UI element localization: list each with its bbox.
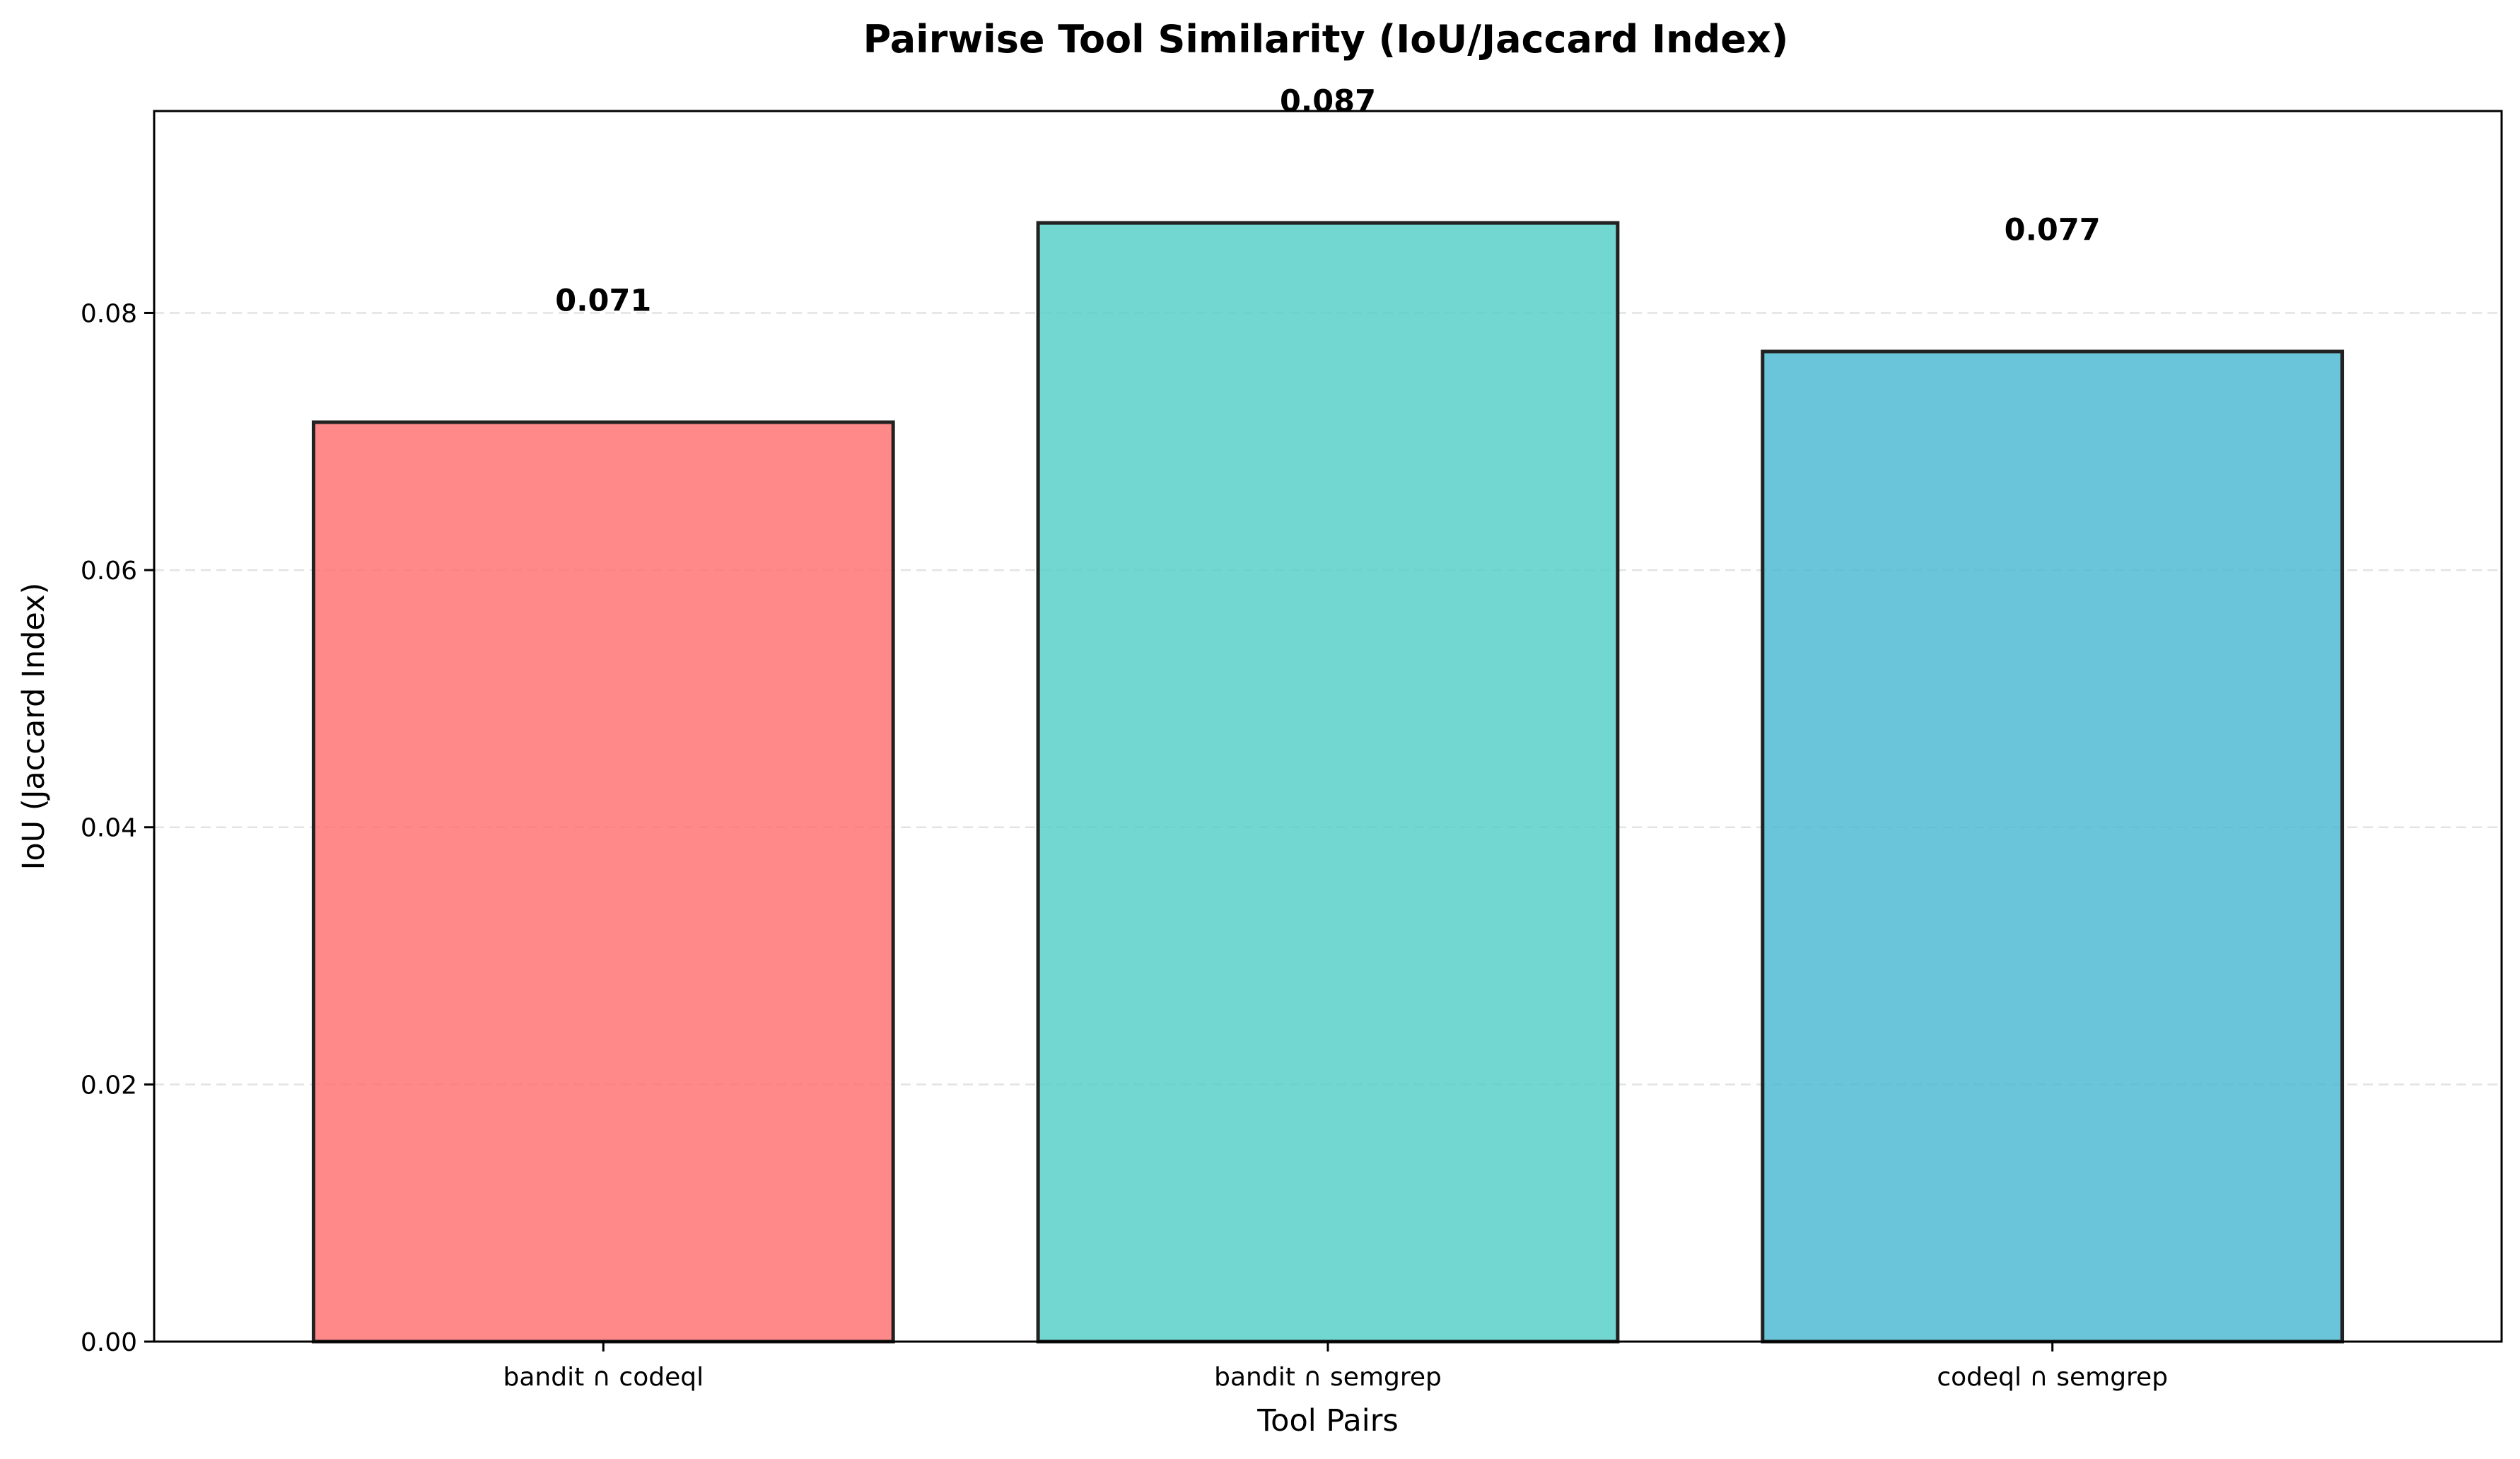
data-label: 0.071 <box>555 283 651 318</box>
x-tick-label: codeql ∩ semgrep <box>1937 1363 2168 1392</box>
y-tick-label: 0.00 <box>81 1328 137 1357</box>
x-tick-label: bandit ∩ semgrep <box>1214 1363 1442 1392</box>
data-label: 0.087 <box>1280 83 1376 119</box>
bars <box>311 221 2345 1344</box>
x-axis-label: Tool Pairs <box>1256 1403 1399 1438</box>
y-tick-label: 0.04 <box>81 814 137 843</box>
data-label: 0.077 <box>2005 212 2101 248</box>
y-tick-label: 0.02 <box>81 1071 137 1100</box>
y-axis: 0.00 0.02 0.04 0.06 0.08 <box>81 299 154 1357</box>
bar <box>1761 349 2345 1344</box>
chart-title: Pairwise Tool Similarity (IoU/Jaccard In… <box>863 17 1789 62</box>
bar <box>311 420 895 1344</box>
x-tick-label: bandit ∩ codeql <box>503 1363 704 1392</box>
y-tick-label: 0.08 <box>81 299 137 328</box>
y-tick-label: 0.06 <box>81 557 137 586</box>
x-axis: bandit ∩ codeql bandit ∩ semgrep codeql ∩ … <box>503 1342 2168 1392</box>
bar <box>1036 221 1620 1344</box>
data-labels: 0.071 0.087 0.077 <box>555 83 2100 318</box>
y-axis-label: IoU (Jaccard Index) <box>16 583 52 871</box>
